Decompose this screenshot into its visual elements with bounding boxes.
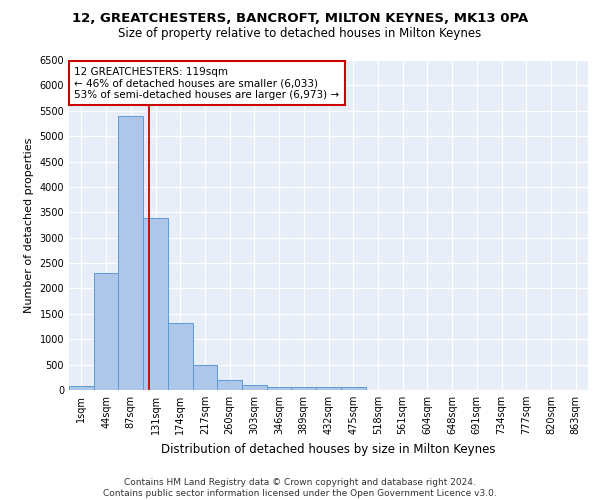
Bar bbox=[267, 386, 292, 390]
X-axis label: Distribution of detached houses by size in Milton Keynes: Distribution of detached houses by size … bbox=[161, 442, 496, 456]
Text: Contains HM Land Registry data © Crown copyright and database right 2024.
Contai: Contains HM Land Registry data © Crown c… bbox=[103, 478, 497, 498]
Bar bbox=[217, 380, 242, 390]
Bar bbox=[143, 218, 168, 390]
Text: 12, GREATCHESTERS, BANCROFT, MILTON KEYNES, MK13 0PA: 12, GREATCHESTERS, BANCROFT, MILTON KEYN… bbox=[72, 12, 528, 26]
Text: 12 GREATCHESTERS: 119sqm
← 46% of detached houses are smaller (6,033)
53% of sem: 12 GREATCHESTERS: 119sqm ← 46% of detach… bbox=[74, 66, 340, 100]
Bar bbox=[94, 273, 118, 390]
Bar bbox=[292, 388, 316, 390]
Bar bbox=[69, 386, 94, 390]
Text: Size of property relative to detached houses in Milton Keynes: Size of property relative to detached ho… bbox=[118, 28, 482, 40]
Y-axis label: Number of detached properties: Number of detached properties bbox=[24, 138, 34, 312]
Bar bbox=[341, 388, 365, 390]
Bar bbox=[316, 388, 341, 390]
Bar bbox=[168, 323, 193, 390]
Bar bbox=[118, 116, 143, 390]
Bar bbox=[193, 365, 217, 390]
Bar bbox=[242, 385, 267, 390]
